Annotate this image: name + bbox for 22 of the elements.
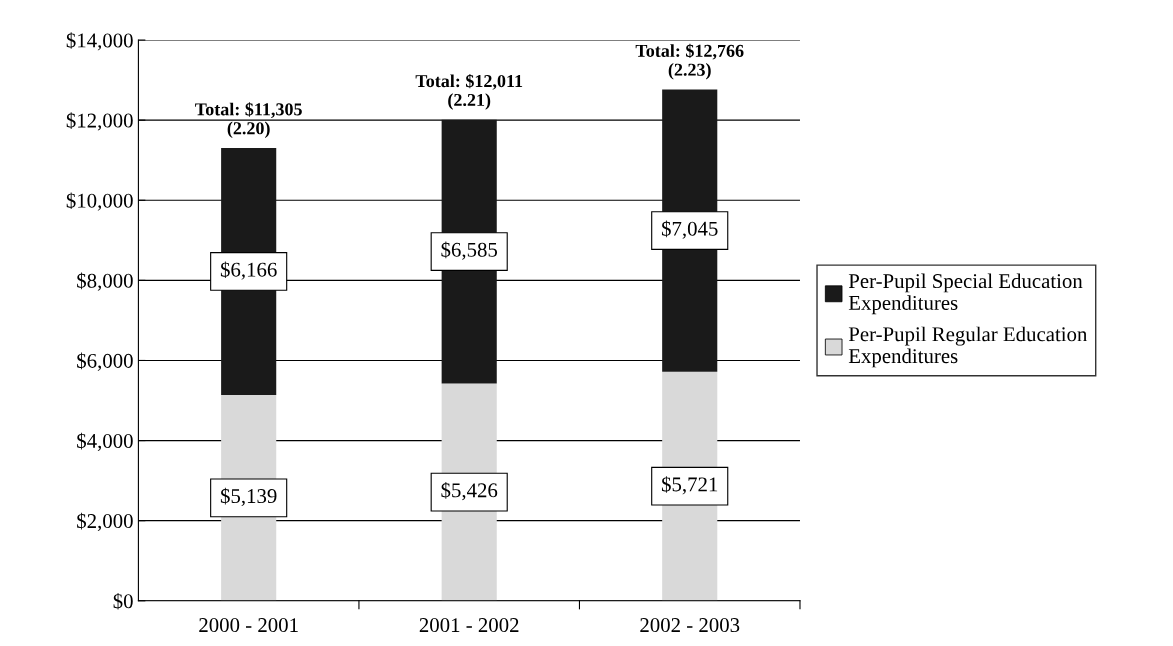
x-tick-label: 2001 - 2002 (419, 618, 519, 633)
data-label: $7,045 (661, 220, 718, 239)
y-tick-label: $6,000 (77, 352, 133, 371)
y-tick-label: $10,000 (66, 192, 133, 211)
x-tick-label: 2002 - 2003 (640, 618, 740, 633)
y-tick-label: $4,000 (77, 432, 133, 451)
y-tick-label: $8,000 (77, 272, 133, 291)
y-tick-label: $12,000 (66, 112, 133, 131)
data-label: $5,426 (441, 482, 498, 501)
x-tick-label: 2000 - 2001 (199, 618, 298, 633)
data-label: $5,721 (661, 476, 718, 495)
data-label: $5,139 (220, 487, 277, 507)
y-tick-label: $2,000 (77, 512, 133, 532)
y-tick-label: $0 (113, 592, 133, 610)
legend-label: Per-Pupil Special Education Expenditures (848, 273, 1083, 315)
total-label: Total: $12,011 (2.21) (415, 73, 523, 110)
total-label: Total: $12,766 (2.23) (635, 43, 744, 80)
y-tick-label: $14,000 (66, 32, 133, 51)
legend-label: Per-Pupil Regular Education Expenditures (848, 326, 1088, 368)
data-label: $6,166 (220, 261, 277, 280)
data-label: $6,585 (441, 241, 498, 260)
total-label: Total: $11,305 (2.20) (195, 102, 302, 138)
